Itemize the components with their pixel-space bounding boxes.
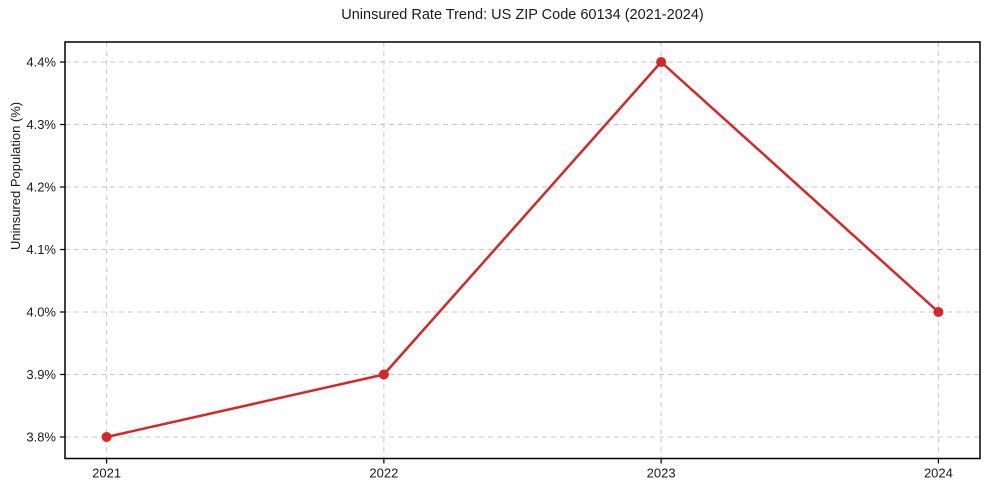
y-tick-label: 3.9% (26, 367, 56, 382)
y-tick-label: 4.2% (26, 180, 56, 195)
data-point-marker (378, 369, 389, 380)
data-point-marker (933, 307, 944, 317)
plot-border (64, 41, 981, 460)
data-point-marker (101, 432, 112, 442)
data-point-marker (656, 57, 667, 67)
x-tick-label: 2021 (92, 466, 121, 481)
y-tick-label: 4.3% (26, 117, 56, 132)
x-tick-label: 2023 (647, 466, 676, 481)
chart-title: Uninsured Rate Trend: US ZIP Code 60134 … (341, 7, 704, 23)
y-tick-label: 4.0% (26, 305, 56, 320)
x-tick-label: 2022 (369, 466, 398, 481)
y-tick-label: 4.1% (26, 242, 56, 257)
x-tick-label: 2024 (924, 466, 953, 481)
trend-line (105, 60, 940, 439)
y-tick-label: 3.8% (26, 430, 56, 445)
y-tick-label: 4.4% (26, 55, 56, 70)
